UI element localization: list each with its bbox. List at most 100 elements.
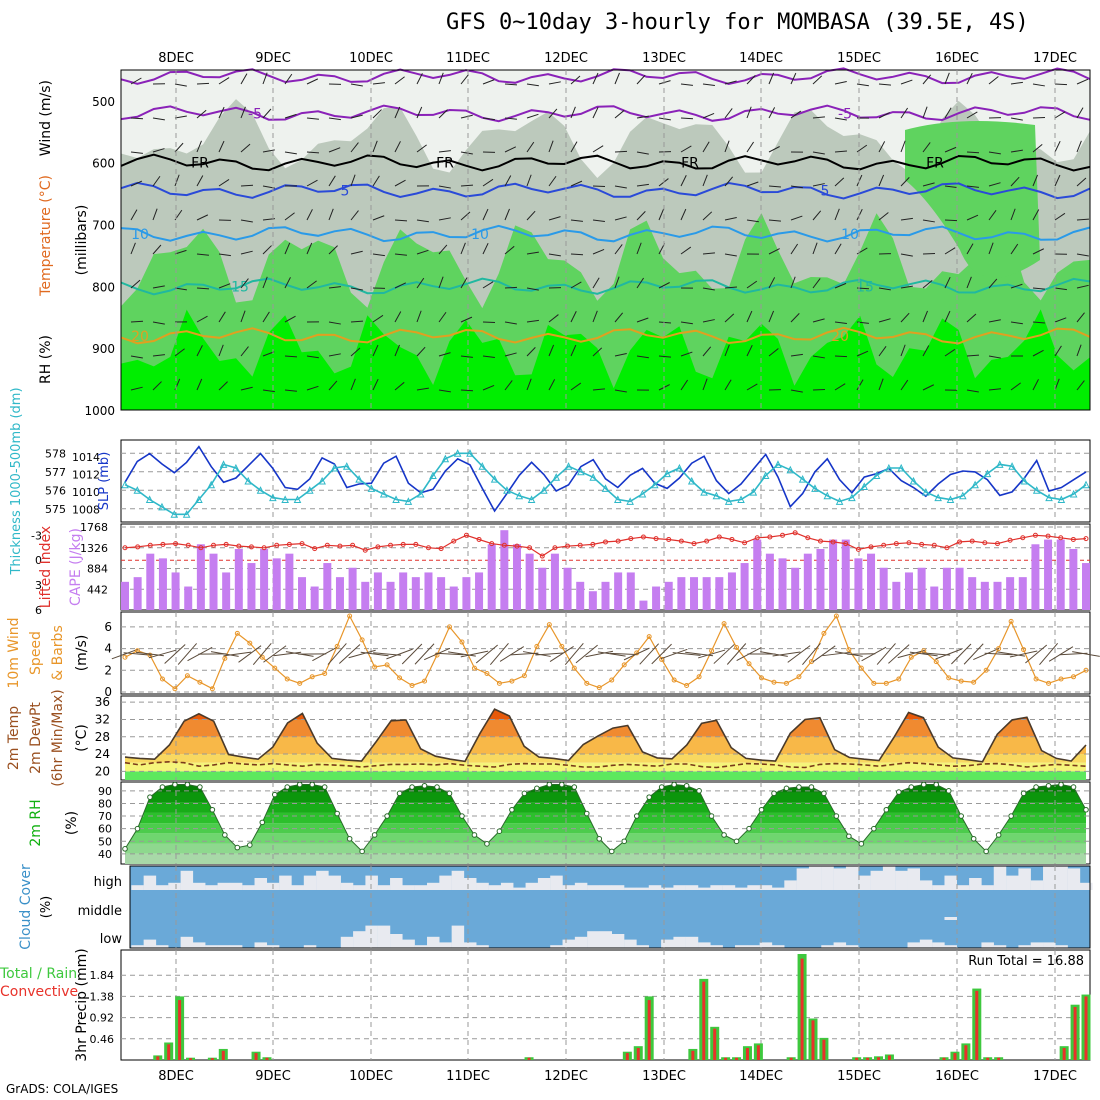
thickness-tick-label: 576 <box>45 484 66 497</box>
wind-speed-point <box>559 643 565 649</box>
rh-point <box>883 806 890 813</box>
cloud-bar-middle <box>944 917 957 920</box>
wind-barb <box>1076 177 1087 187</box>
wind-barb <box>240 73 248 85</box>
cloud-bar-high <box>353 885 366 890</box>
wind-barb-10m <box>861 646 887 662</box>
cloud-bar-high <box>451 870 465 890</box>
wind-barb <box>636 151 649 155</box>
cape-bar <box>892 581 901 610</box>
wind-barb <box>262 245 272 255</box>
cape-bar <box>690 577 699 610</box>
wind-barb <box>284 389 297 392</box>
cloud-bar-high <box>328 875 341 890</box>
precip-convective-bar <box>702 981 706 1060</box>
rh-fill-band <box>125 833 1086 844</box>
cape-bar <box>260 548 269 610</box>
precip-convective-bar <box>167 1044 171 1060</box>
cape-bar <box>841 539 850 610</box>
wind-barb <box>988 210 997 221</box>
lifted-index-point <box>501 542 507 548</box>
cape-bar <box>778 558 787 610</box>
isotherm-label: FR <box>926 156 944 172</box>
wind-speed-point <box>159 676 165 682</box>
wind-speed-point <box>172 686 178 692</box>
wind-barb-10m <box>575 644 598 664</box>
wind-speed-point <box>122 654 128 660</box>
rh-fill-band <box>125 802 1086 813</box>
wind-barb-10m <box>698 649 726 659</box>
cape-bar <box>158 558 167 610</box>
wind-speed-point <box>446 624 452 630</box>
cape-bar <box>1006 577 1015 610</box>
cloud-bar-high <box>205 885 218 890</box>
wind-barb <box>768 146 780 153</box>
thickness-point <box>256 486 265 494</box>
lifted-index-point <box>413 541 419 547</box>
rh-point <box>1045 782 1052 789</box>
wind-speed-point <box>459 639 465 645</box>
cape-bar <box>867 553 876 610</box>
wind-speed-point <box>783 680 789 686</box>
cloud-bar-low <box>562 939 576 948</box>
wind-barb <box>944 219 958 222</box>
wind-barb <box>1032 321 1046 324</box>
lifted-index-line <box>124 532 1087 557</box>
wind-barb <box>416 106 423 119</box>
wind-barb <box>592 248 605 255</box>
cape-bar <box>171 572 180 610</box>
lifted-index-point <box>893 541 899 547</box>
cloud-bar-low <box>698 942 711 948</box>
wind-barb <box>174 174 180 187</box>
wind-barb-10m <box>585 650 614 658</box>
wind-barb-10m <box>1039 643 1059 665</box>
cloud-bar-high <box>907 868 921 890</box>
precip-convective-bar <box>855 1057 859 1060</box>
wind-barb <box>570 180 583 187</box>
wind-barb <box>218 106 225 119</box>
wind-barb <box>922 252 936 255</box>
cloud-bar-high <box>365 875 378 890</box>
rh2m-axis-label: 2m RH <box>28 799 44 846</box>
cape-bar <box>500 530 509 610</box>
wind-barb <box>790 389 803 393</box>
wind-barb <box>328 353 341 357</box>
wind-barb <box>790 276 796 289</box>
wind-speed-point <box>184 673 190 679</box>
wind-barb-10m <box>223 651 252 657</box>
cloud-bar-low <box>1043 942 1056 948</box>
wind-barb <box>702 83 715 86</box>
wind-axis-label: Wind (m/s) <box>38 80 54 156</box>
cape-bar <box>386 581 395 610</box>
cape-bar <box>626 572 635 610</box>
wind-barb <box>1032 248 1045 255</box>
cape-bar <box>310 586 319 610</box>
wind-barb <box>570 344 577 357</box>
thickness-point <box>232 463 240 472</box>
wind-barb <box>350 287 363 291</box>
wind-barb <box>944 348 956 357</box>
rh-point <box>683 782 690 789</box>
wind-barb <box>746 383 758 391</box>
wind-barb <box>966 185 979 188</box>
wind-barb <box>262 389 275 393</box>
wind-barb <box>636 183 649 187</box>
slp-tick-label: 1010 <box>72 486 100 499</box>
wind-barb-10m <box>610 652 639 656</box>
wind-barb <box>570 75 581 85</box>
wind-barb <box>526 287 539 291</box>
temp-unit-label: (°C) <box>74 724 90 752</box>
wind-barb <box>1010 243 1019 255</box>
wind-speed-point <box>334 643 340 649</box>
cloud-bar-high <box>870 870 884 890</box>
wind-barb <box>174 83 187 87</box>
wind-barb <box>1076 78 1089 85</box>
lifted-index-point <box>324 542 330 548</box>
cloud-bar-high <box>735 887 748 890</box>
rh-tick-label: 50 <box>98 835 112 848</box>
isotherm-label: 10 <box>131 227 149 243</box>
rh-fill-band <box>125 853 1086 864</box>
cape-bar <box>677 577 686 610</box>
wind-barb <box>548 140 554 153</box>
